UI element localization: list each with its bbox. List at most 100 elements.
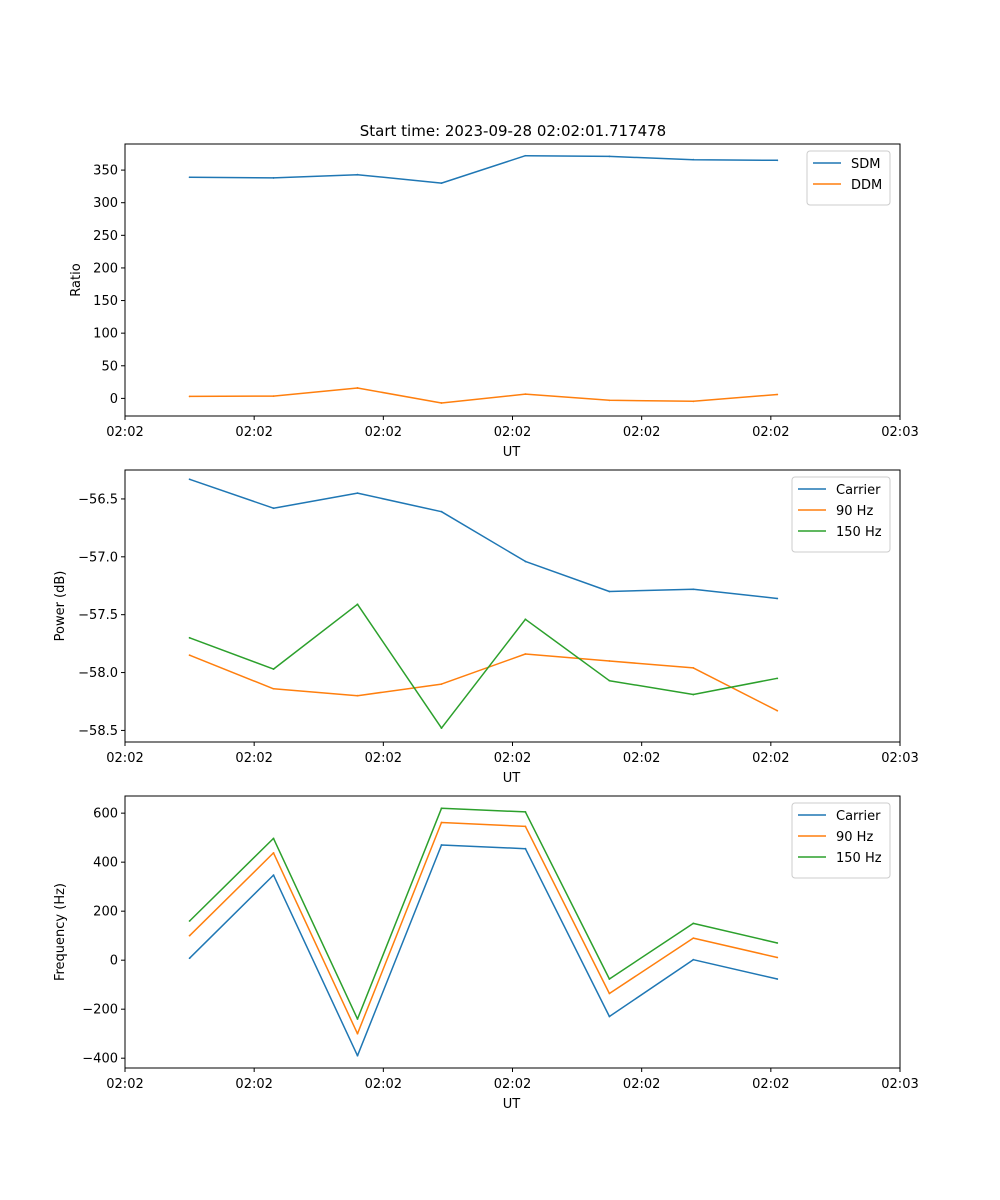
y-tick-label: 200 [93,905,118,920]
x-tick-label: 02:02 [752,751,789,766]
x-tick-label: 02:02 [623,1077,660,1092]
data-point [272,395,275,398]
y-tick-label: −58.0 [78,666,118,681]
legend-label: Carrier [836,809,881,824]
series-line-90-hz [189,821,778,1035]
x-axis-label: UT [503,1097,521,1112]
figure-title: Start time: 2023-09-28 02:02:01.717478 [360,122,666,140]
data-point [776,942,779,944]
legend-box [791,802,891,879]
data-point [356,1032,359,1035]
x-tick-label: 02:03 [881,1077,918,1092]
legend: Carrier 90 Hz 150 Hz [791,476,891,553]
data-point [524,154,527,157]
data-point [188,934,191,937]
data-point [356,173,359,176]
legend-label: 150 Hz [836,525,882,540]
data-point [188,176,191,179]
data-point [524,393,527,396]
y-tick-label: −200 [82,1003,118,1018]
data-point [524,560,527,563]
data-point [524,653,527,655]
data-point [608,155,611,158]
y-tick-label: 300 [93,196,118,211]
data-point [188,654,191,657]
data-point [608,399,611,402]
y-tick-label: 350 [93,164,118,179]
x-tick-label: 02:02 [494,751,531,766]
legend: SDM DDM [806,150,891,206]
x-tick-label: 02:02 [106,751,143,766]
x-tick-label: 02:03 [881,425,918,440]
data-point [776,709,779,712]
data-point [692,922,695,925]
legend-label: 150 Hz [836,851,882,866]
chart-panel-1: 02:02 02:02 02:02 02:02 02:02 02:02 02:03 0 50 10… [69,143,919,460]
data-point [776,159,779,162]
data-point [776,978,779,980]
data-point [776,677,779,680]
x-tick-label: 02:02 [623,751,660,766]
data-point [356,1054,359,1057]
data-point [272,837,275,840]
x-tick-label: 02:02 [365,751,402,766]
series-line-ddm [189,387,778,404]
legend: Carrier 90 Hz 150 Hz [791,802,891,879]
data-point [356,694,359,697]
data-point [692,958,695,961]
data-point [524,618,527,621]
chart-panel-3: 02:02 02:02 02:02 02:02 02:02 02:02 02:03 −400 −… [53,795,919,1112]
y-axis-label: Frequency (Hz) [53,883,68,981]
x-tick-label: 02:02 [494,425,531,440]
y-tick-label: 400 [93,856,118,871]
data-point [440,807,443,810]
data-point [524,847,527,850]
y-tick-label: 150 [93,294,118,309]
data-point [188,395,191,398]
x-tick-label: 02:02 [494,1077,531,1092]
data-point [272,668,275,670]
y-tick-label: −57.5 [78,608,118,623]
data-point [272,507,275,510]
data-point [692,400,695,403]
data-point [356,492,359,495]
data-point [272,687,275,690]
x-axis-label: UT [503,445,521,460]
y-tick-label: 0 [110,954,118,969]
data-point [524,811,527,813]
y-tick-label: −58.5 [78,724,118,739]
data-point [440,727,443,730]
y-tick-label: 0 [110,392,118,407]
y-tick-label: 50 [101,359,118,374]
data-point [440,844,443,846]
x-tick-label: 02:02 [365,425,402,440]
data-point [776,956,779,959]
y-tick-label: 100 [93,327,118,342]
data-point [188,478,191,481]
data-point [692,667,695,669]
data-point [440,182,443,185]
series-line-150-hz [189,807,778,1020]
legend-label: 90 Hz [836,830,873,845]
data-point [356,1018,359,1020]
x-tick-label: 02:02 [752,1077,789,1092]
x-tick-label: 02:02 [106,1077,143,1092]
data-point [524,825,527,828]
data-point [608,978,611,980]
data-point [440,402,443,404]
data-point [608,590,611,593]
data-point [272,874,275,877]
y-axis-label: Power (dB) [53,571,68,642]
y-tick-label: 250 [93,229,118,244]
y-tick-label: 600 [93,807,118,822]
data-point [776,597,779,600]
data-point [440,510,443,513]
series-line-150-hz [189,603,778,729]
y-tick-label: −400 [82,1052,118,1067]
data-point [608,1015,611,1018]
legend-label: Carrier [836,483,881,498]
x-tick-label: 02:02 [752,425,789,440]
y-tick-label: −57.0 [78,550,118,565]
data-point [356,603,359,606]
